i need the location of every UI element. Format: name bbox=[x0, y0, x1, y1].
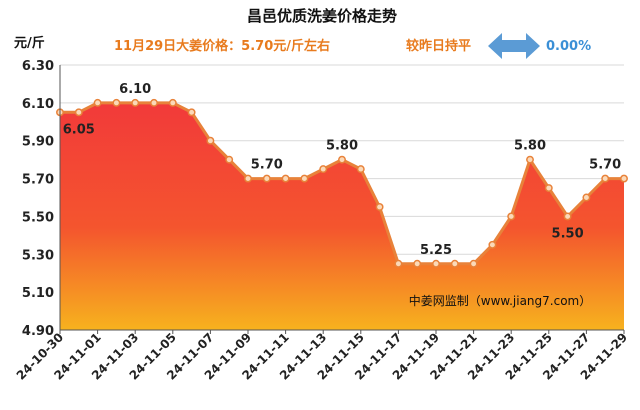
data-point bbox=[375, 203, 384, 211]
data-point bbox=[394, 259, 403, 268]
compare-label: 较昨日持平 bbox=[406, 38, 471, 54]
data-point bbox=[168, 98, 177, 107]
data-point bbox=[150, 98, 158, 107]
data-point bbox=[281, 174, 290, 183]
data-label: 5.70 bbox=[251, 158, 283, 173]
data-point bbox=[131, 98, 140, 107]
data-label: 6.05 bbox=[63, 122, 95, 137]
x-axis-ticks: 24-10-3024-11-0124-11-0324-11-0524-11-07… bbox=[14, 330, 630, 382]
data-point bbox=[563, 212, 572, 221]
y-axis-unit: 元/斤 bbox=[14, 35, 45, 51]
data-points bbox=[56, 98, 628, 268]
y-tick-label: 5.70 bbox=[22, 173, 54, 188]
data-point bbox=[338, 155, 346, 164]
axes bbox=[59, 65, 625, 334]
price-area bbox=[60, 102, 624, 331]
y-tick-label: 5.90 bbox=[22, 135, 54, 150]
data-point bbox=[319, 165, 328, 174]
y-tick-label: 6.10 bbox=[22, 97, 54, 112]
y-axis-ticks: 6.30 6.10 5.90 5.70 5.50 5.30 5.10 4.90 bbox=[22, 59, 54, 339]
y-tick-label: 4.90 bbox=[22, 324, 54, 339]
data-label: 5.70 bbox=[589, 158, 621, 173]
chart-title: 昌邑优质洗姜价格走势 bbox=[247, 7, 397, 25]
y-tick-label: 5.50 bbox=[22, 210, 54, 225]
y-tick-label: 5.10 bbox=[22, 286, 54, 301]
data-point bbox=[544, 184, 553, 192]
double-arrow-icon bbox=[488, 33, 540, 59]
data-point bbox=[526, 155, 534, 164]
price-note: 11月29日大姜价格：5.70元/斤左右 bbox=[114, 38, 330, 54]
data-point bbox=[244, 174, 252, 183]
data-point bbox=[206, 136, 215, 145]
y-tick-label: 6.30 bbox=[22, 59, 54, 74]
data-point bbox=[432, 259, 440, 268]
data-point bbox=[356, 165, 365, 174]
data-point bbox=[93, 98, 102, 107]
data-point bbox=[450, 259, 459, 268]
source-credit: 中姜网监制（www.jiang7.com） bbox=[409, 293, 591, 308]
change-percent: 0.00% bbox=[546, 39, 591, 54]
data-point bbox=[413, 259, 422, 268]
data-labels: 6.05 6.10 5.70 5.80 5.25 5.80 5.50 5.70 bbox=[63, 82, 621, 258]
data-point bbox=[187, 108, 196, 117]
data-label: 5.80 bbox=[514, 139, 546, 154]
data-point bbox=[74, 108, 83, 117]
data-point bbox=[469, 259, 478, 268]
data-point bbox=[507, 212, 516, 221]
data-point bbox=[262, 174, 271, 183]
data-label: 5.50 bbox=[552, 226, 584, 241]
data-point bbox=[300, 174, 309, 183]
y-tick-label: 5.30 bbox=[22, 248, 54, 263]
data-label: 5.80 bbox=[326, 139, 358, 154]
data-point bbox=[488, 240, 497, 249]
data-point bbox=[582, 193, 591, 202]
data-point bbox=[225, 155, 234, 164]
data-label: 5.25 bbox=[420, 243, 452, 258]
data-point bbox=[620, 174, 628, 183]
data-point bbox=[112, 98, 121, 107]
data-label: 6.10 bbox=[119, 82, 151, 97]
data-point bbox=[601, 174, 610, 183]
